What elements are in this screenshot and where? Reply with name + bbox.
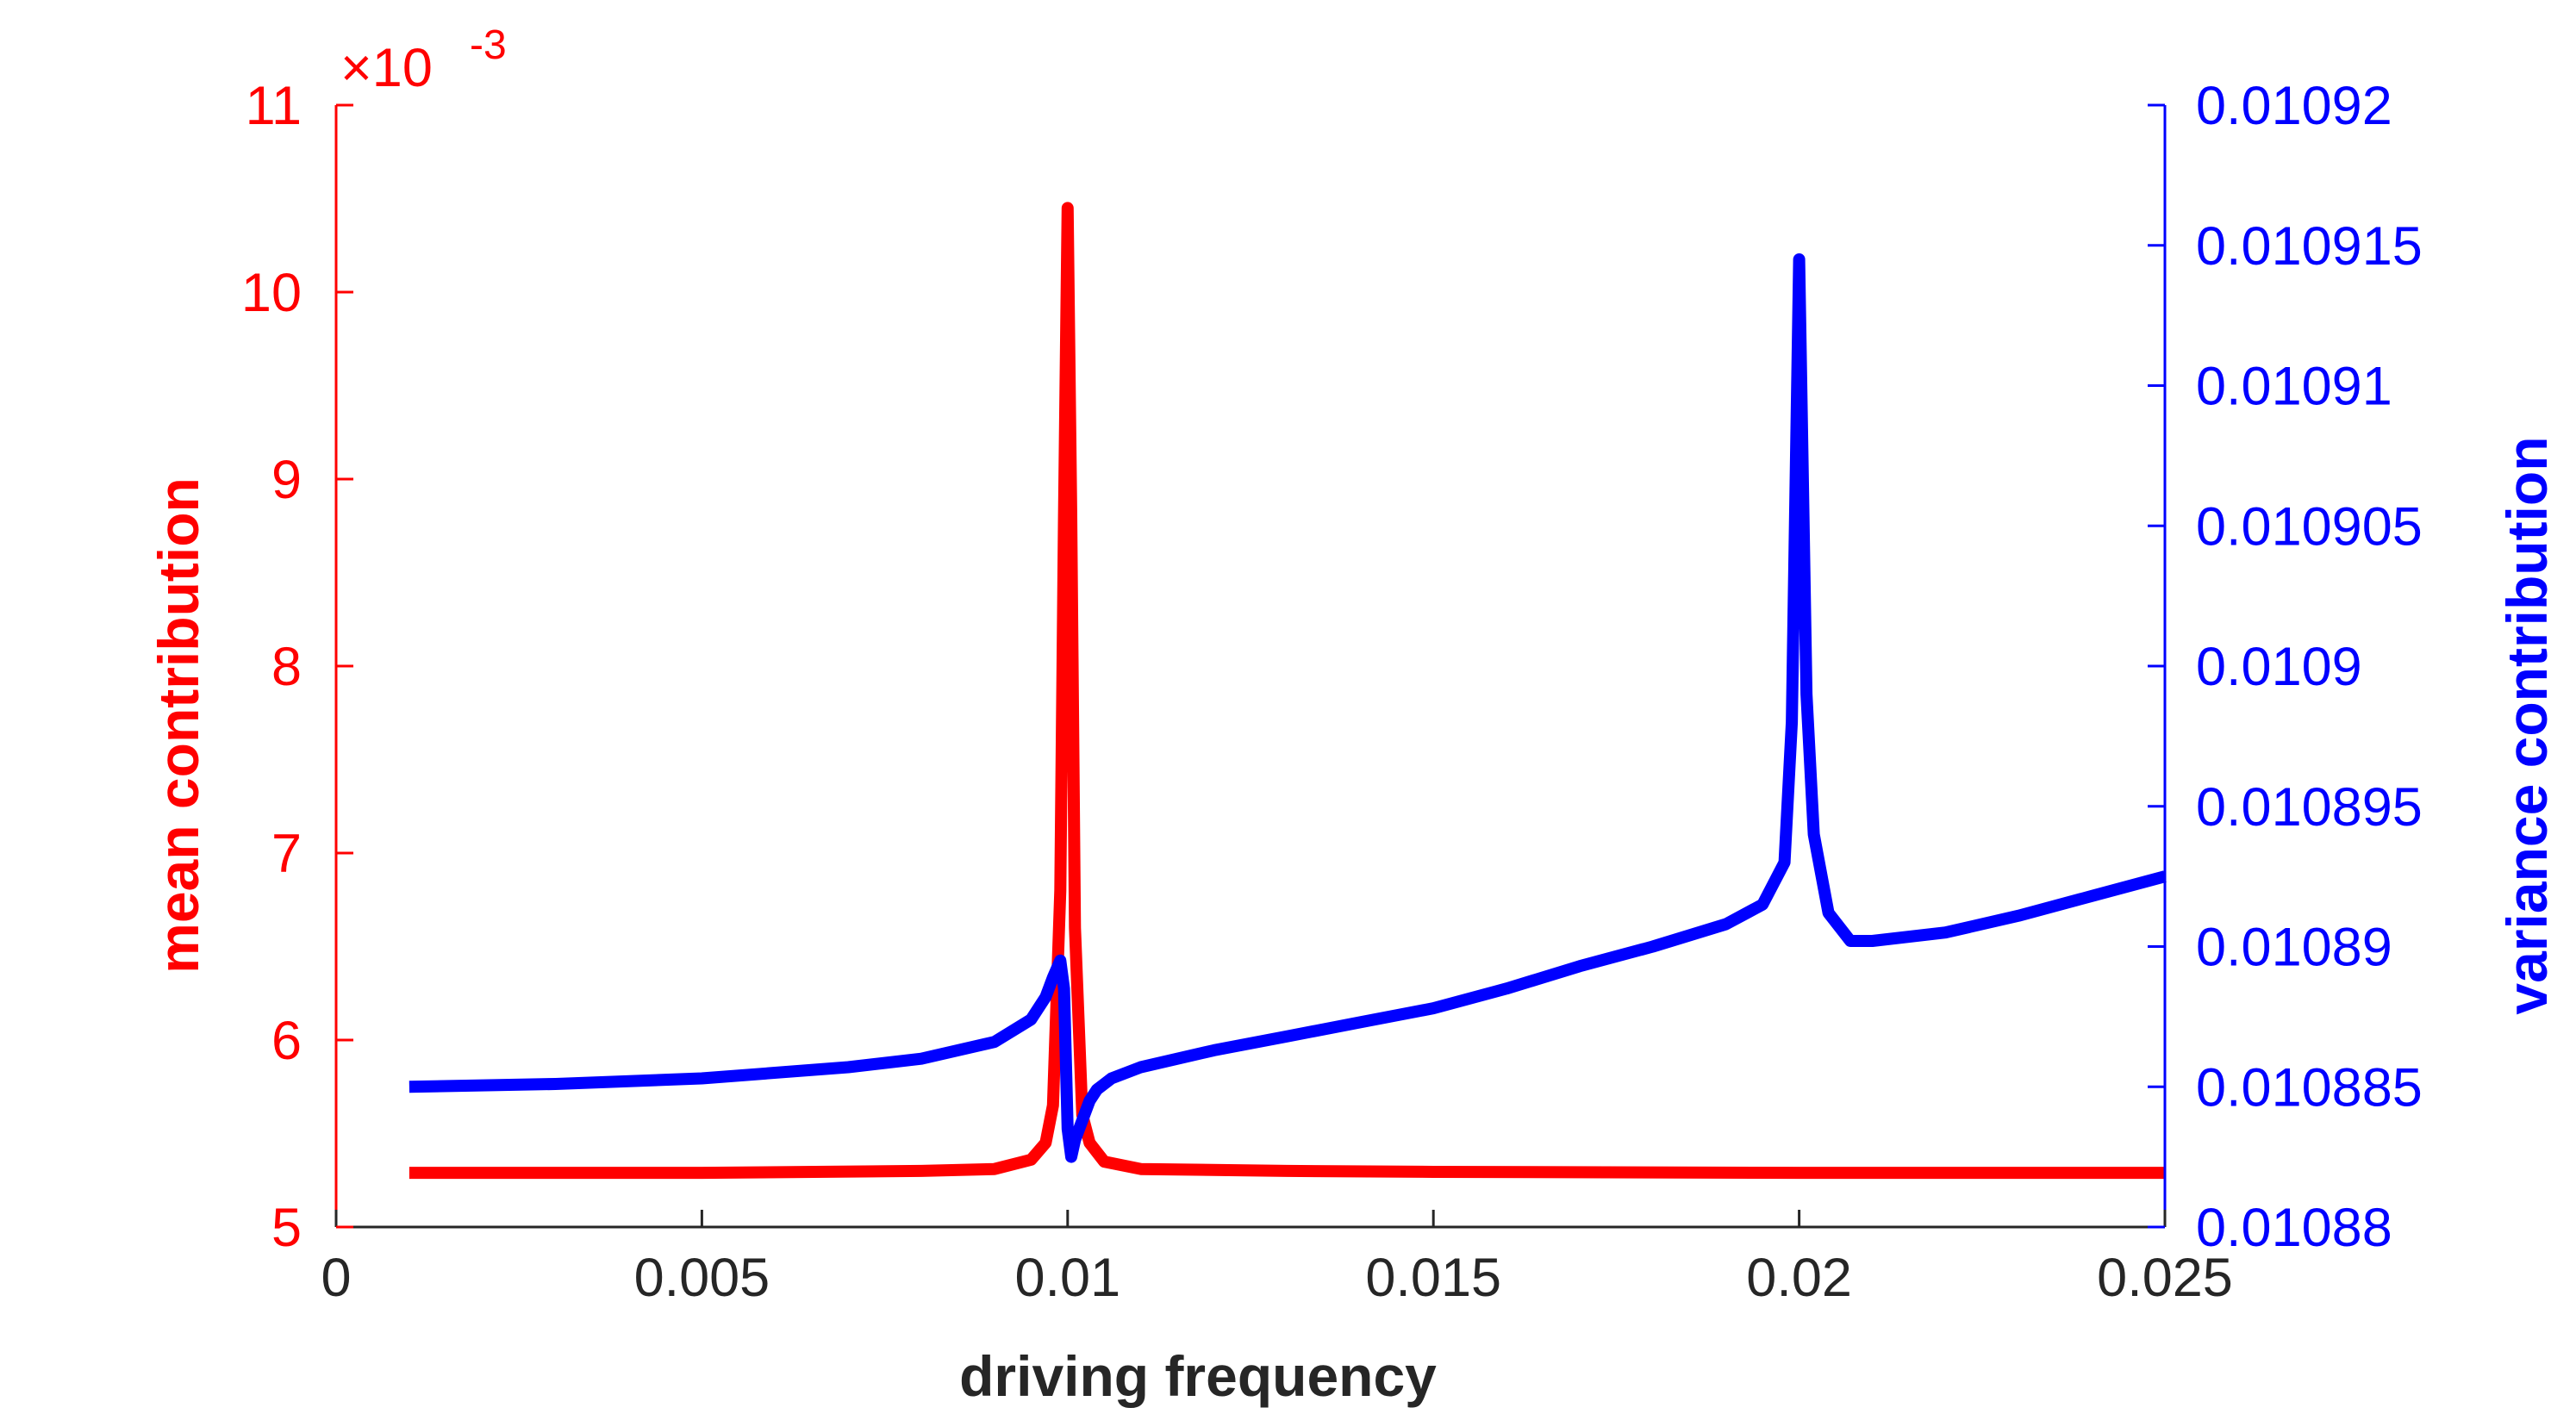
mean-contribution-series-line: [409, 202, 2165, 1180]
left-axis-label: mean contribution: [147, 477, 210, 974]
x-tick-label: 0.02: [1746, 1248, 1852, 1308]
axes: [334, 105, 2167, 1229]
right-tick-label: 0.010885: [2196, 1057, 2423, 1118]
exponent-base: ×10: [340, 38, 433, 98]
x-axis-label: driving frequency: [959, 1344, 1437, 1408]
x-tick-label: 0.015: [1365, 1248, 1501, 1308]
right-axis-label: variance contribution: [2495, 436, 2559, 1014]
left-tick-label: 8: [271, 637, 302, 697]
right-tick-label: 0.010895: [2196, 777, 2423, 838]
right-tick-label: 0.01092: [2196, 76, 2392, 136]
left-tick-label: 11: [246, 76, 302, 136]
left-axis-exponent: ×10 -3: [340, 22, 507, 98]
left-tick-label: 9: [271, 450, 302, 510]
x-tick-label: 0.025: [2097, 1248, 2233, 1308]
x-tick-label: 0.005: [634, 1248, 770, 1308]
right-tick-label: 0.0109: [2196, 637, 2362, 697]
right-tick-label: 0.01089: [2196, 918, 2392, 978]
x-tick-label: 0.01: [1014, 1248, 1120, 1308]
x-tick-label: 0: [321, 1248, 351, 1308]
right-tick-label: 0.010905: [2196, 496, 2423, 557]
left-tick-label: 6: [271, 1011, 302, 1071]
left-tick-label: 7: [271, 824, 302, 884]
plot-lines: [409, 202, 2167, 1180]
left-tick-label: 5: [271, 1198, 302, 1258]
left-tick-label: 10: [241, 263, 302, 323]
exponent-power: -3: [470, 22, 507, 68]
right-tick-label: 0.01091: [2196, 357, 2392, 417]
ticks: 0 0.005 0.01 0.015 0.02 0.025 5 6 7 8 9 10 11 0.01088…: [241, 76, 2423, 1308]
variance-contribution-series-line: [409, 253, 2167, 1163]
right-tick-label: 0.010915: [2196, 216, 2423, 277]
right-tick-label: 0.01088: [2196, 1198, 2392, 1258]
